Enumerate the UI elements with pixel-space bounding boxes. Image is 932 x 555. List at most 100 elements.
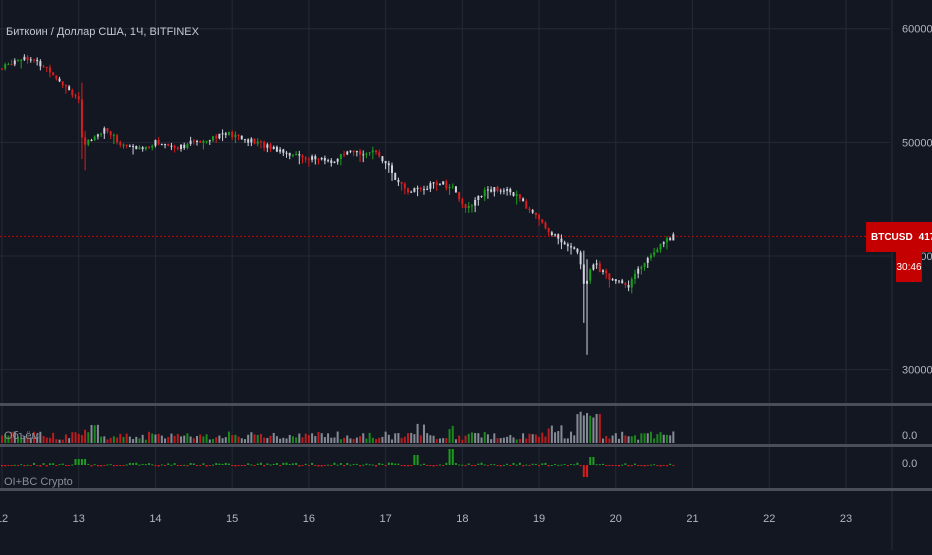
candle-body — [550, 232, 553, 235]
candle-body — [598, 263, 601, 272]
candle-body — [656, 249, 659, 253]
candle-body — [196, 140, 199, 142]
oi-bar — [151, 464, 154, 466]
candle-body — [39, 61, 42, 67]
volume-bar — [112, 436, 115, 443]
candle-body — [506, 189, 509, 191]
oi-zero-label: 0.0 — [902, 458, 917, 470]
oi-bar — [413, 455, 416, 465]
oi-bar — [135, 462, 138, 465]
volume-bar — [13, 431, 16, 443]
candle-body — [263, 141, 266, 148]
volume-bar — [256, 434, 259, 443]
volume-bar — [227, 431, 230, 443]
volume-bar — [7, 435, 10, 443]
candle-body — [77, 96, 80, 100]
volume-bar — [243, 439, 246, 443]
candle-body — [234, 134, 237, 138]
oi-bar — [164, 465, 167, 467]
oi-bar — [429, 465, 432, 466]
candle-body — [26, 56, 29, 61]
volume-bar — [125, 433, 128, 443]
candle-body — [368, 152, 371, 154]
oi-bar — [170, 464, 173, 466]
candle-body — [608, 273, 611, 280]
y-tick-label: 60000.0 — [902, 24, 932, 36]
oi-bar — [576, 462, 579, 465]
oi-bar — [669, 463, 672, 465]
candle-body — [448, 186, 451, 189]
volume-bar — [275, 436, 278, 443]
volume-bar — [58, 439, 61, 443]
oi-bar — [339, 463, 342, 465]
candle-body — [665, 238, 668, 243]
volume-bar — [42, 435, 45, 443]
candle-body — [148, 146, 151, 148]
candle-body — [525, 201, 528, 209]
oi-bar — [592, 457, 595, 465]
volume-bar — [608, 438, 611, 443]
candle-body — [157, 139, 160, 145]
candle-body — [640, 267, 643, 269]
oi-bar — [45, 465, 48, 467]
oi-bar — [646, 465, 649, 466]
oi-bar — [637, 465, 640, 466]
volume-bar — [291, 436, 294, 443]
candle-body — [323, 157, 326, 161]
oi-bar — [470, 465, 473, 466]
oi-bar — [109, 464, 112, 466]
volume-bar — [579, 411, 582, 443]
volume-bar — [253, 434, 256, 443]
volume-bar — [598, 413, 601, 443]
oi-bar — [477, 463, 480, 465]
oi-bar — [16, 465, 19, 466]
oi-bar — [148, 463, 151, 465]
volume-bar — [662, 434, 665, 443]
oi-bar — [554, 463, 557, 465]
oi-bar — [279, 465, 282, 467]
oi-bar — [298, 465, 301, 467]
candle-body — [359, 150, 362, 155]
volume-zero-label: 0.0 — [902, 430, 917, 442]
candle-body — [227, 132, 230, 135]
oi-bar — [474, 465, 477, 466]
volume-bar — [151, 433, 154, 443]
volume-bar — [477, 433, 480, 443]
volume-bar — [103, 436, 106, 443]
oi-bar — [627, 465, 630, 467]
volume-bar — [493, 433, 496, 443]
candle-body — [381, 156, 384, 162]
volume-bar — [627, 436, 630, 443]
volume-bar — [557, 431, 560, 443]
volume-bar — [180, 436, 183, 443]
oi-bar — [496, 465, 499, 466]
volume-bar — [461, 439, 464, 443]
volume-bar — [499, 438, 502, 443]
oi-bar — [231, 465, 234, 466]
oi-bar — [617, 465, 620, 467]
volume-bar — [23, 435, 26, 443]
candle-body — [256, 141, 259, 144]
volume-bar — [323, 437, 326, 443]
volume-bar — [288, 434, 291, 443]
candle-body — [362, 154, 365, 156]
oi-bar — [301, 465, 304, 466]
volume-bar — [106, 439, 109, 443]
candle-body — [20, 59, 23, 61]
volume-bar — [518, 438, 521, 443]
candle-body — [320, 157, 323, 160]
volume-bar — [605, 435, 608, 443]
volume-bar — [164, 438, 167, 443]
candle-body — [502, 190, 505, 192]
volume-bar — [474, 433, 477, 443]
oi-bar — [13, 464, 16, 466]
oi-bar — [451, 449, 454, 465]
oi-bar — [416, 455, 419, 465]
oi-bar — [525, 464, 528, 466]
candle-body — [4, 64, 7, 69]
oi-bar — [672, 465, 675, 466]
oi-bar — [330, 465, 333, 466]
y-tick-label: 30000.0 — [902, 365, 932, 377]
